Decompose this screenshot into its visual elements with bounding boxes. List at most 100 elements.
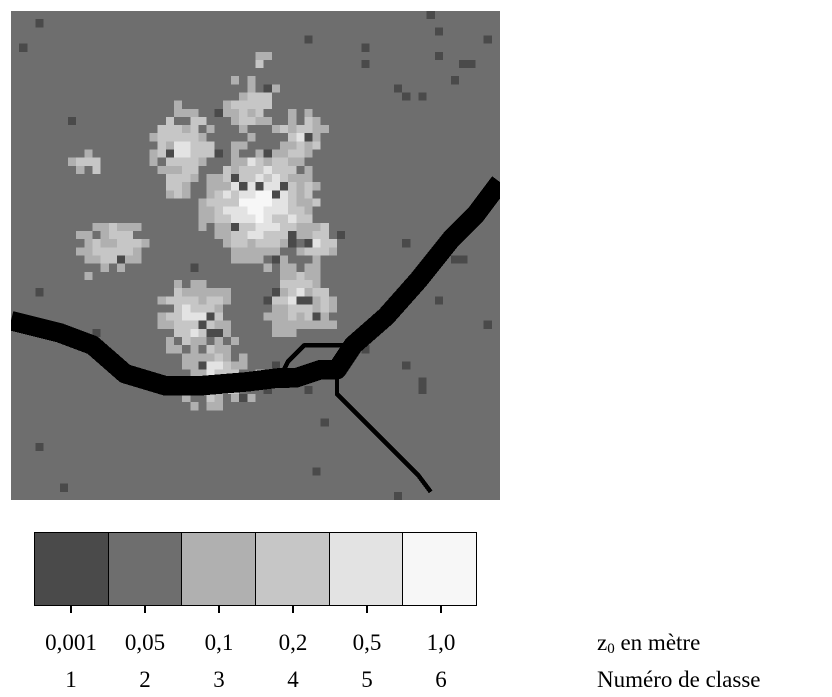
map-cell	[263, 59, 362, 69]
map-cell	[279, 255, 289, 264]
map-cell	[312, 35, 484, 44]
map-cell	[11, 402, 191, 411]
map-cell	[206, 296, 223, 305]
map-cell	[451, 255, 468, 264]
map-cell	[288, 239, 297, 248]
map-cell	[11, 239, 85, 248]
map-cell	[410, 361, 500, 370]
map-cell	[11, 76, 232, 85]
map-cell	[11, 361, 183, 370]
map-cell	[11, 43, 20, 52]
map-cell	[263, 157, 272, 167]
map-cell	[255, 239, 280, 248]
map-cell	[426, 377, 500, 387]
map-cell	[288, 133, 297, 142]
map-cell	[84, 239, 93, 248]
map-cell	[255, 84, 264, 93]
map-cell	[182, 279, 191, 289]
map-cell	[206, 190, 215, 199]
map-cell	[231, 361, 248, 370]
map-cell	[11, 92, 240, 101]
map-cell	[222, 394, 232, 403]
map-cell	[296, 312, 305, 321]
map-cell	[288, 296, 297, 305]
map-cell	[247, 394, 256, 403]
map-cell	[483, 35, 492, 44]
map-cell	[92, 149, 150, 158]
map-cell	[304, 141, 313, 150]
map-cell	[337, 247, 500, 256]
map-cell	[92, 328, 101, 338]
map-cell	[279, 174, 289, 183]
map-cell	[214, 206, 223, 215]
map-cell	[279, 279, 313, 289]
map-cell	[190, 141, 215, 150]
map-cell	[312, 165, 500, 175]
map-cell	[231, 345, 362, 354]
map-cell	[255, 394, 500, 403]
map-cell	[426, 385, 500, 395]
map-cell	[174, 320, 199, 330]
map-cell	[11, 11, 427, 20]
map-cell	[255, 59, 264, 69]
map-cell	[288, 198, 297, 207]
map-cell	[296, 247, 305, 256]
map-cell	[206, 157, 232, 167]
map-cell	[149, 133, 158, 142]
map-cell	[247, 231, 264, 240]
map-cell	[271, 296, 289, 305]
legend-z0-value: 0,5	[352, 630, 382, 655]
map-cell	[11, 174, 166, 183]
map-cell	[304, 247, 329, 256]
map-cell	[11, 59, 256, 69]
map-cell	[247, 133, 256, 142]
map-cell	[198, 198, 207, 207]
map-cell	[337, 239, 403, 248]
map-cell	[190, 182, 207, 191]
map-cell	[214, 231, 232, 240]
map-cell	[11, 418, 321, 427]
map-cell	[312, 149, 500, 158]
map-cell	[328, 125, 500, 134]
map-cell	[116, 263, 126, 272]
map-cell	[312, 182, 321, 191]
map-cell	[206, 328, 223, 338]
map-cell	[11, 434, 500, 444]
map-cell	[312, 279, 321, 289]
map-cell	[328, 231, 337, 240]
map-cell	[271, 100, 500, 109]
map-cell	[190, 263, 199, 272]
map-cell	[263, 206, 289, 215]
map-cell	[125, 255, 142, 264]
map-cell	[394, 491, 403, 500]
map-cell	[206, 361, 223, 370]
map-cell	[141, 247, 232, 256]
map-cell	[206, 222, 215, 232]
map-cell	[11, 108, 174, 118]
map-cell	[296, 214, 313, 224]
map-cell	[222, 361, 232, 370]
map-cell	[231, 174, 240, 183]
map-cell	[288, 288, 297, 297]
map-cell	[320, 312, 329, 321]
map-cell	[11, 149, 85, 158]
map-cell	[214, 214, 232, 224]
map-cell	[263, 182, 280, 191]
map-cell	[11, 475, 500, 484]
legend-tick	[70, 606, 72, 613]
map-cell	[288, 116, 297, 126]
map-cell	[11, 385, 191, 395]
map-cell	[279, 125, 289, 134]
map-cell	[320, 133, 500, 142]
map-cell	[271, 157, 289, 167]
map-cell	[247, 76, 256, 85]
legend-swatch-class-2	[108, 533, 183, 605]
map-cell	[190, 174, 199, 183]
map-cell	[296, 165, 305, 175]
map-cell	[304, 385, 313, 395]
river	[11, 176, 500, 396]
map-cell	[165, 149, 174, 158]
map-cell	[100, 255, 117, 264]
map-cell	[304, 182, 313, 191]
map-cell	[165, 345, 183, 354]
